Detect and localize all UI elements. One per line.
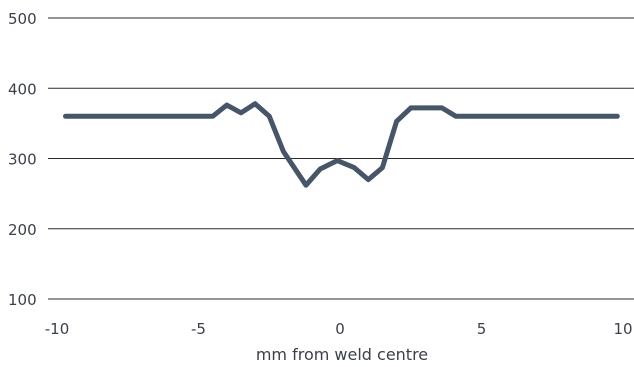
x-tick-label--10: -10 xyxy=(45,320,70,338)
x-tick-label-10: 10 xyxy=(613,320,632,338)
gridlines xyxy=(48,17,634,300)
y-axis-tick-labels: 100 200 300 400 500 xyxy=(8,10,37,309)
series-lines xyxy=(63,101,620,188)
x-axis-tick-labels: -10 -5 0 5 10 xyxy=(45,320,633,338)
y-tick-label-200: 200 xyxy=(8,221,37,239)
y-tick-label-500: 500 xyxy=(8,10,37,28)
x-tick-label-5: 5 xyxy=(477,320,487,338)
x-tick-label-0: 0 xyxy=(335,320,345,338)
x-axis-label: mm from weld centre xyxy=(256,345,428,363)
y-tick-label-300: 300 xyxy=(8,151,37,169)
y-tick-label-100: 100 xyxy=(8,291,37,309)
y-tick-label-400: 400 xyxy=(8,80,37,98)
series-line-0 xyxy=(63,101,620,188)
x-tick-label--5: -5 xyxy=(191,320,206,338)
